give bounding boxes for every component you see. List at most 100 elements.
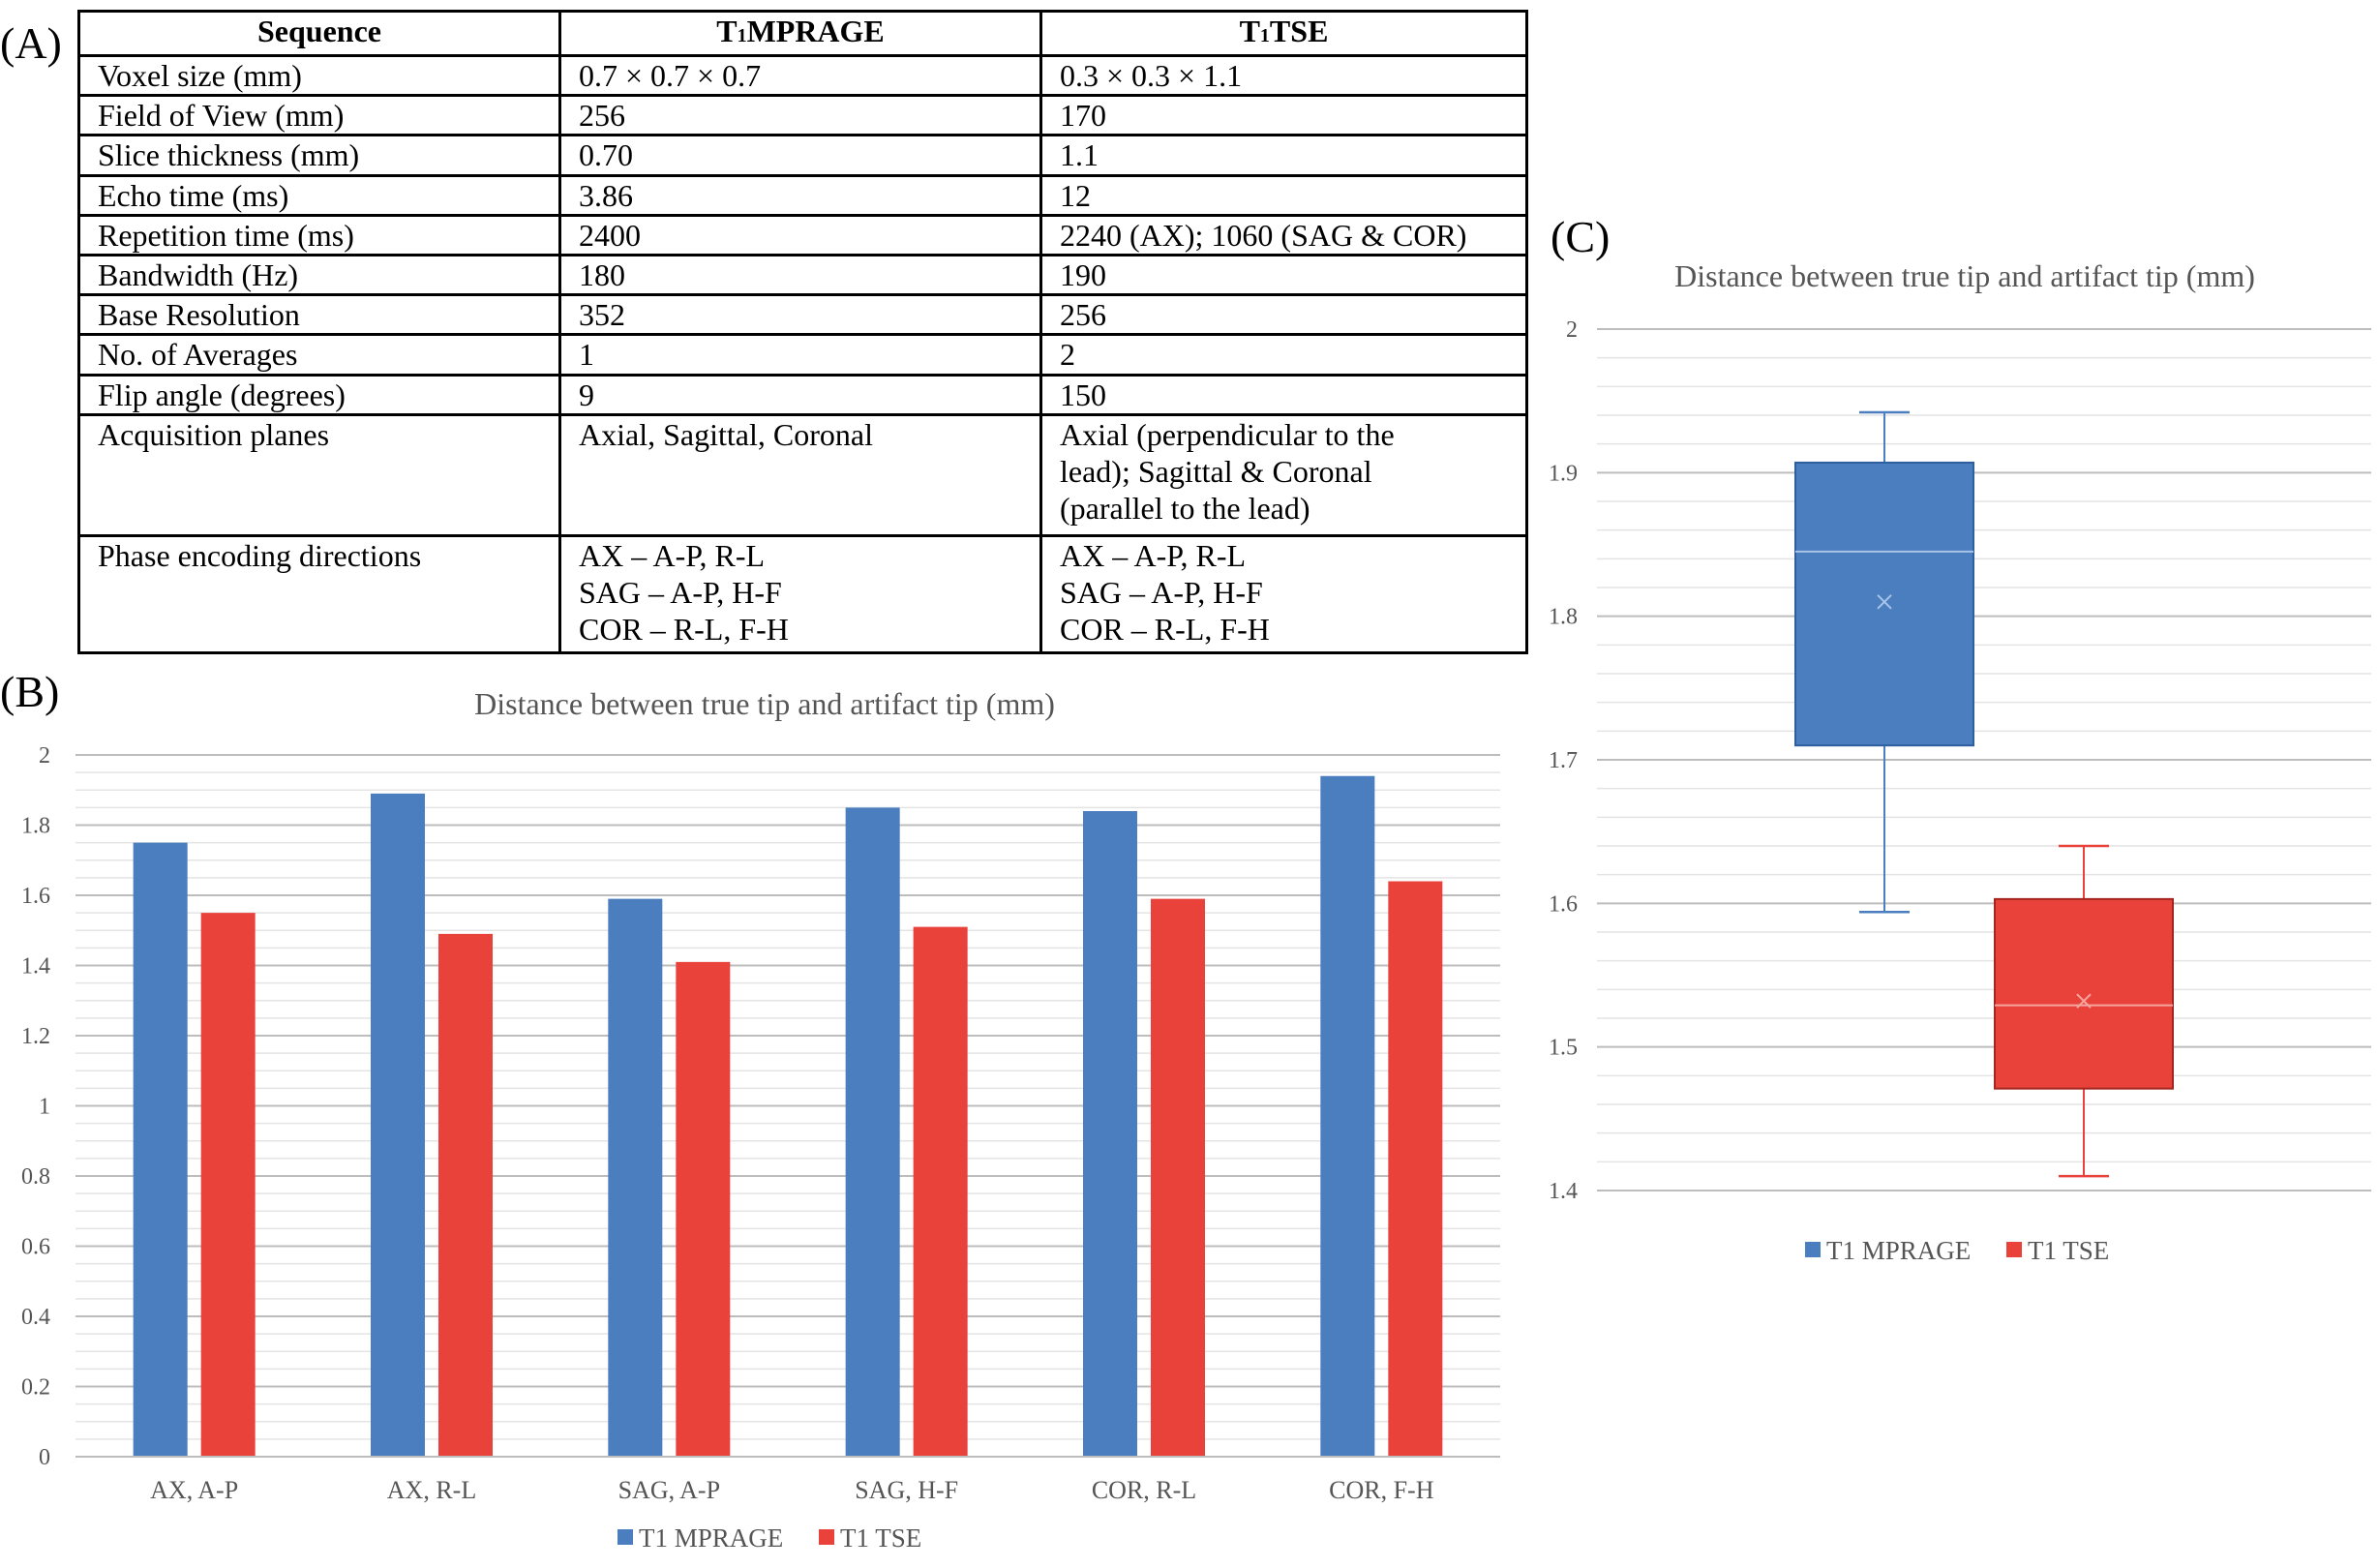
bar-t1-tse bbox=[676, 961, 731, 1457]
table-cell: 1.1 bbox=[1039, 134, 1528, 177]
x-tick-label: AX, R-L bbox=[387, 1476, 476, 1504]
panel-label-b: (B) bbox=[0, 667, 60, 716]
bar-t1-tse bbox=[1388, 881, 1443, 1457]
table-cell: No. of Averages bbox=[77, 333, 561, 377]
table-cell: 170 bbox=[1039, 94, 1528, 137]
y-tick-label: 1.9 bbox=[1549, 461, 1578, 486]
mean-marker-t1-tse bbox=[2076, 993, 2092, 1009]
y-tick-label: 1.2 bbox=[21, 1024, 50, 1049]
table-row: Acquisition planes Axial, Sagittal, Coron… bbox=[77, 412, 1528, 538]
table-cell: 0.7 × 0.7 × 0.7 bbox=[558, 53, 1042, 98]
table-row: Bandwidth (Hz) 180 190 bbox=[77, 253, 1528, 297]
legend-swatch bbox=[1805, 1242, 1821, 1257]
table-row: Slice thickness (mm) 0.70 1.1 bbox=[77, 134, 1528, 177]
legend-swatch bbox=[617, 1529, 633, 1545]
x-tick-label: COR, F-H bbox=[1329, 1476, 1434, 1504]
sequence-parameters-table: Sequence T1MPRAGE T1TSE Voxel size (mm) 0… bbox=[77, 10, 1528, 654]
table-cell: 3.86 bbox=[558, 173, 1042, 217]
legend-label: T1 TSE bbox=[840, 1523, 921, 1553]
table-cell: Voxel size (mm) bbox=[77, 53, 561, 98]
table-cell: Repetition time (ms) bbox=[77, 213, 561, 256]
box-t1-mprage bbox=[1794, 461, 1974, 747]
table-cell: 190 bbox=[1039, 253, 1528, 297]
legend-swatch bbox=[819, 1529, 834, 1545]
bar-t1-tse bbox=[438, 933, 493, 1457]
chart-title: Distance between true tip and artifact t… bbox=[1674, 258, 2255, 293]
table-cell: 1 bbox=[558, 333, 1042, 377]
table-cell: 180 bbox=[558, 253, 1042, 297]
table-cell: 256 bbox=[558, 94, 1042, 137]
table-cell: AX – A-P, R-L SAG – A-P, H-F COR – R-L, … bbox=[1039, 534, 1528, 654]
table-cell: Phase encoding directions bbox=[77, 534, 561, 654]
y-tick-label: 1.6 bbox=[1549, 891, 1578, 917]
bar-t1-mprage bbox=[1320, 775, 1375, 1457]
y-tick-label: 0.8 bbox=[21, 1164, 50, 1190]
bar-chart: Distance between true tip and artifact t… bbox=[21, 686, 1500, 1553]
bar-t1-tse bbox=[200, 913, 256, 1457]
table-header-row: Sequence T1MPRAGE T1TSE bbox=[77, 10, 1528, 57]
y-tick-label: 2 bbox=[1566, 317, 1578, 343]
y-tick-label: 1.6 bbox=[21, 884, 50, 909]
table-cell: 2240 (AX); 1060 (SAG & COR) bbox=[1039, 213, 1528, 256]
table-cell: Axial, Sagittal, Coronal bbox=[558, 412, 1042, 538]
table-row: Flip angle (degrees) 9 150 bbox=[77, 373, 1528, 416]
legend-swatch bbox=[2006, 1242, 2022, 1257]
table-cell: Axial (perpendicular to the lead); Sagit… bbox=[1039, 412, 1528, 538]
table-cell: Flip angle (degrees) bbox=[77, 373, 561, 416]
table-cell: 256 bbox=[1039, 293, 1528, 337]
y-tick-label: 1.4 bbox=[21, 954, 50, 980]
y-tick-label: 0 bbox=[39, 1445, 50, 1470]
table-cell: Echo time (ms) bbox=[77, 173, 561, 217]
chart-title: Distance between true tip and artifact t… bbox=[474, 686, 1055, 721]
y-tick-label: 1.4 bbox=[1549, 1179, 1578, 1204]
box-plot-chart: Distance between true tip and artifact t… bbox=[1549, 258, 2371, 1265]
bar-t1-tse bbox=[913, 926, 968, 1457]
header-t1mprage: T1MPRAGE bbox=[558, 10, 1042, 57]
x-tick-label: AX, A-P bbox=[150, 1476, 238, 1504]
bar-t1-mprage bbox=[845, 807, 900, 1457]
table-cell: 352 bbox=[558, 293, 1042, 337]
bar-t1-mprage bbox=[608, 898, 663, 1457]
x-tick-label: COR, R-L bbox=[1092, 1476, 1196, 1504]
table-cell: 2400 bbox=[558, 213, 1042, 256]
table-row: Base Resolution 352 256 bbox=[77, 293, 1528, 337]
y-tick-label: 1 bbox=[39, 1095, 50, 1120]
y-tick-label: 0.6 bbox=[21, 1235, 50, 1260]
y-tick-label: 1.7 bbox=[1549, 748, 1578, 773]
table-cell: Bandwidth (Hz) bbox=[77, 253, 561, 297]
table-cell: 12 bbox=[1039, 173, 1528, 217]
header-sequence: Sequence bbox=[77, 10, 561, 57]
table-cell: 0.70 bbox=[558, 134, 1042, 177]
legend-label: T1 MPRAGE bbox=[639, 1523, 783, 1553]
table-cell: Acquisition planes bbox=[77, 412, 561, 538]
x-tick-label: SAG, H-F bbox=[855, 1476, 958, 1504]
table-row: No. of Averages 1 2 bbox=[77, 333, 1528, 377]
table-row: Echo time (ms) 3.86 12 bbox=[77, 173, 1528, 217]
table-cell: 150 bbox=[1039, 373, 1528, 416]
panel-label-c: (C) bbox=[1551, 212, 1611, 261]
y-tick-label: 1.8 bbox=[1549, 605, 1578, 630]
y-tick-label: 1.8 bbox=[21, 814, 50, 839]
panel-label-a: (A) bbox=[0, 18, 62, 68]
table-body: Voxel size (mm) 0.7 × 0.7 × 0.7 0.3 × 0.3 … bbox=[77, 53, 1528, 654]
y-tick-label: 1.5 bbox=[1549, 1036, 1578, 1061]
table-cell: 2 bbox=[1039, 333, 1528, 377]
y-tick-label: 2 bbox=[39, 743, 50, 769]
y-tick-label: 0.2 bbox=[21, 1375, 50, 1401]
y-tick-label: 0.4 bbox=[21, 1305, 50, 1330]
legend-label: T1 MPRAGE bbox=[1826, 1236, 1971, 1265]
table-cell: Field of View (mm) bbox=[77, 94, 561, 137]
table-row: Phase encoding directions AX – A-P, R-L S… bbox=[77, 534, 1528, 654]
bar-t1-mprage bbox=[133, 842, 188, 1457]
bar-t1-mprage bbox=[371, 793, 425, 1457]
table-cell: Base Resolution bbox=[77, 293, 561, 337]
table-row: Field of View (mm) 256 170 bbox=[77, 94, 1528, 137]
table-row: Voxel size (mm) 0.7 × 0.7 × 0.7 0.3 × 0.3 … bbox=[77, 53, 1528, 98]
bar-t1-mprage bbox=[1083, 811, 1137, 1457]
table-cell: AX – A-P, R-L SAG – A-P, H-F COR – R-L, … bbox=[558, 534, 1042, 654]
box-t1-tse bbox=[1994, 897, 2174, 1090]
mean-marker-t1-mprage bbox=[1877, 594, 1892, 610]
table-cell: Slice thickness (mm) bbox=[77, 134, 561, 177]
table-cell: 9 bbox=[558, 373, 1042, 416]
x-tick-label: SAG, A-P bbox=[618, 1476, 720, 1504]
